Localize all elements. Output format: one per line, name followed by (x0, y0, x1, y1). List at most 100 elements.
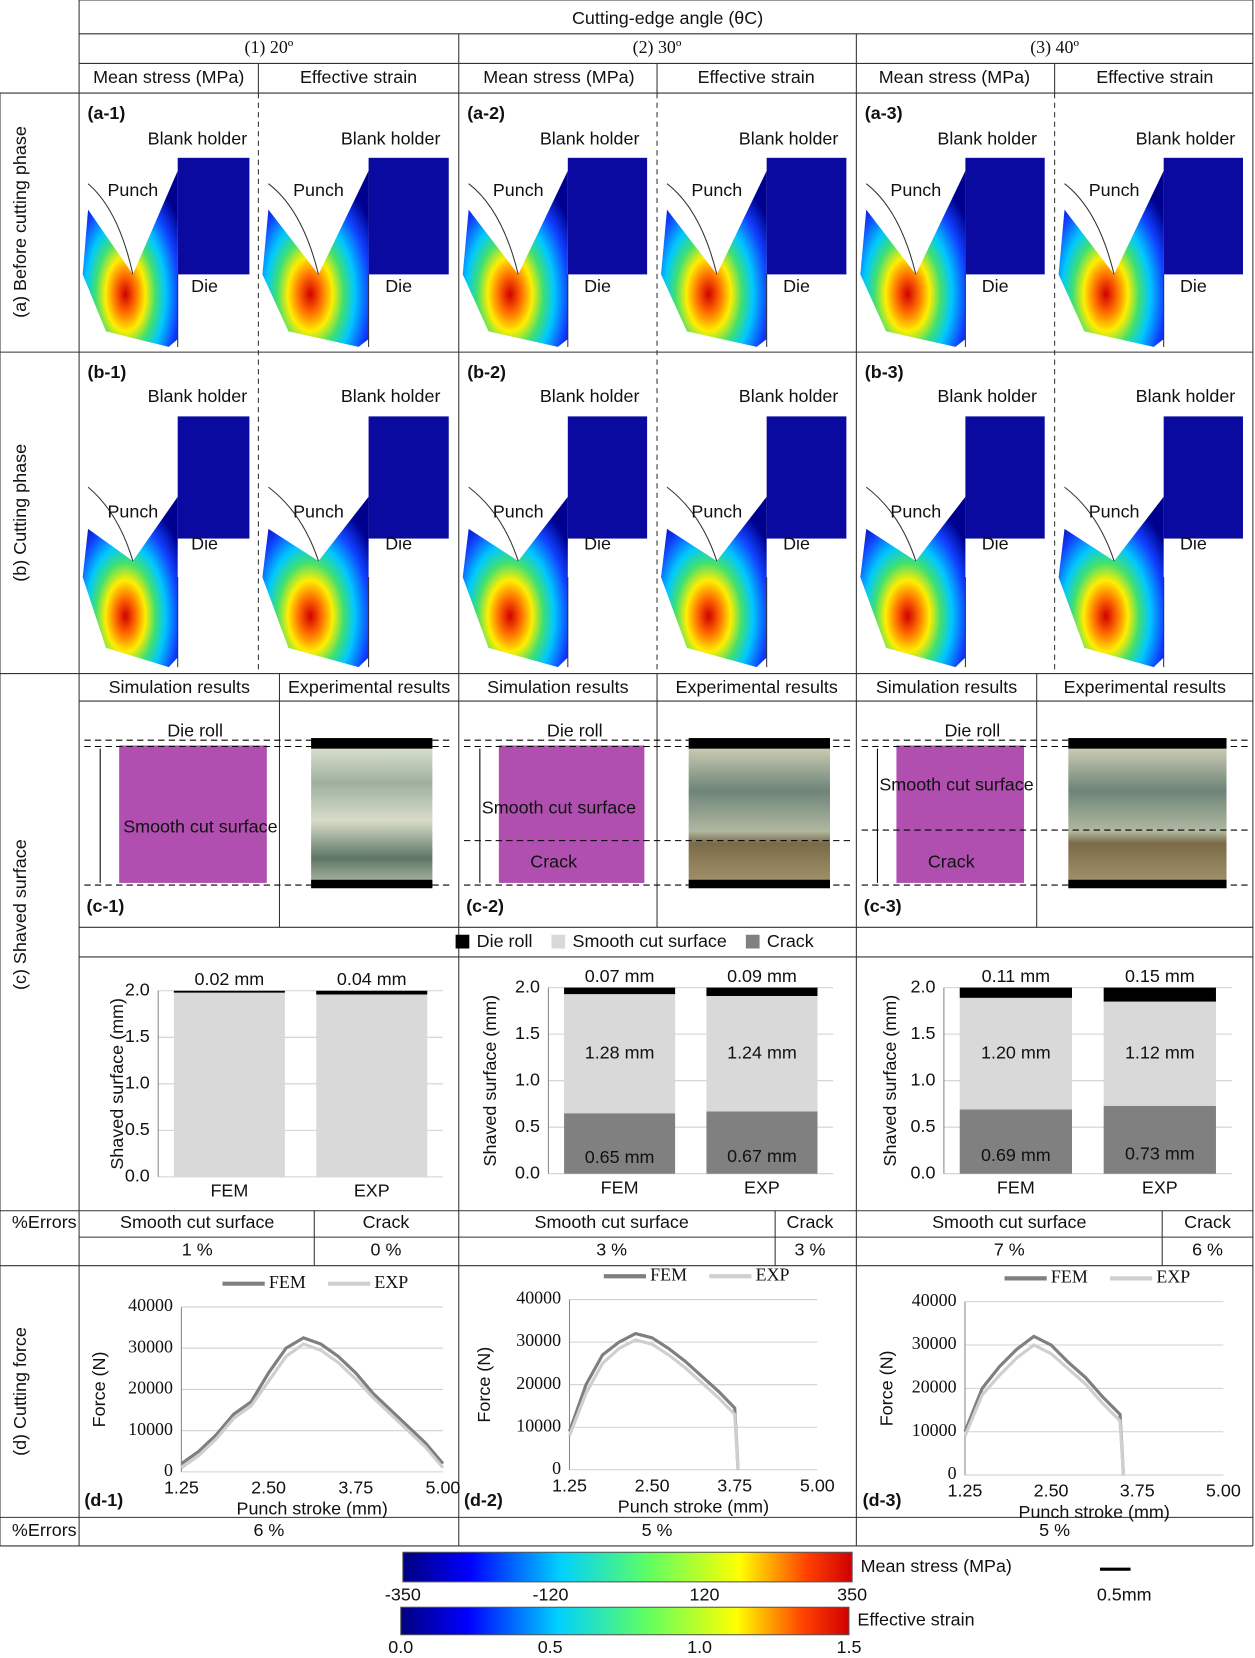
workpiece-contour (262, 497, 368, 667)
part-label: Die (191, 276, 218, 296)
bar-segment (1104, 1106, 1216, 1174)
force-curve (965, 1336, 1123, 1475)
force-curve (965, 1345, 1123, 1475)
part-label: Die (385, 534, 412, 554)
colorbar-tick: 1.0 (687, 1637, 712, 1657)
value-label: 1.28 mm (585, 1042, 655, 1062)
experimental-surface (1068, 738, 1226, 888)
force-curve (569, 1334, 738, 1470)
part-label: Die (783, 534, 810, 554)
x-tick-label: 1.25 (164, 1478, 199, 1498)
panel-label: (a-3) (865, 103, 903, 123)
crack-label: Crack (928, 852, 975, 872)
die-roll-band (689, 738, 830, 749)
part-label: Punch (493, 502, 544, 522)
y-tick-label: 1.5 (515, 1023, 540, 1043)
workpiece-contour (661, 497, 767, 667)
part-label: Blank holder (739, 386, 839, 406)
part-label: Die (584, 276, 611, 296)
burr-band (311, 880, 432, 888)
die-roll-band (311, 738, 432, 749)
part-label: Blank holder (341, 386, 441, 406)
y-tick-label: 40000 (128, 1295, 173, 1315)
y-axis-title: Force (N) (877, 1350, 897, 1426)
workpiece-contour (463, 497, 568, 667)
column-header: (3) 40º (1030, 37, 1079, 58)
bar-segment (316, 991, 427, 995)
y-tick-label: 0.0 (125, 1166, 150, 1186)
y-tick-label: 30000 (516, 1330, 561, 1350)
blank-holder-region (965, 158, 1044, 275)
x-tick-label: 2.50 (1034, 1481, 1069, 1501)
value-label: 0.02 mm (195, 969, 265, 989)
experimental-surface (311, 738, 432, 888)
workpiece-contour (860, 497, 965, 667)
part-label: Die (385, 276, 412, 296)
y-tick-label: 20000 (912, 1376, 957, 1396)
x-tick-label: 5.00 (426, 1478, 461, 1498)
row-label: (d) Cutting force (10, 1327, 30, 1456)
bar-segment (1104, 988, 1216, 1002)
panel-label: (b-3) (865, 362, 904, 382)
part-label: Punch (1089, 180, 1140, 200)
smooth-label: Smooth cut surface (879, 774, 1033, 794)
part-label: Die (191, 534, 218, 554)
value-label: 0.65 mm (585, 1147, 655, 1167)
panel-label: (a-1) (88, 103, 126, 123)
x-tick-label: 5.00 (800, 1475, 835, 1495)
subheader: Mean stress (MPa) (879, 67, 1030, 87)
part-label: Punch (691, 502, 742, 522)
x-tick-label: 1.25 (948, 1481, 983, 1501)
legend-swatch (746, 935, 760, 949)
x-axis-title: Punch stroke (mm) (237, 1499, 388, 1519)
bar-segment (174, 991, 285, 993)
blank-holder-region (568, 158, 647, 275)
subheader: Mean stress (MPa) (483, 67, 634, 87)
bar-segment (316, 995, 427, 1177)
y-tick-label: 30000 (128, 1336, 173, 1356)
part-label: Blank holder (937, 128, 1037, 148)
x-tick-label: EXP (1142, 1177, 1178, 1197)
column-header: (2) 30º (633, 37, 682, 58)
part-label: Punch (293, 180, 344, 200)
value-label: 0.07 mm (585, 966, 655, 986)
x-axis-title: Punch stroke (mm) (1019, 1502, 1170, 1522)
value-label: 0.69 mm (981, 1145, 1051, 1165)
exp-header: Experimental results (288, 677, 450, 697)
y-tick-label: 30000 (912, 1333, 957, 1353)
legend-swatch (551, 935, 565, 949)
panel-label: (c-2) (466, 896, 504, 916)
error-value: 6 % (253, 1520, 284, 1540)
y-tick-label: 1.0 (911, 1069, 936, 1089)
error-header: Crack (1184, 1212, 1231, 1232)
error-value: 7 % (994, 1240, 1025, 1260)
value-label: 0.67 mm (727, 1146, 797, 1166)
scale-bar-label: 0.5mm (1097, 1584, 1152, 1604)
error-label: %Errors (12, 1212, 77, 1232)
legend-label: Smooth cut surface (573, 931, 727, 951)
error-value: 3 % (596, 1240, 627, 1260)
part-label: Punch (890, 180, 941, 200)
error-value: 3 % (795, 1240, 826, 1260)
y-tick-label: 1.5 (911, 1023, 936, 1043)
y-axis-title: Force (N) (474, 1347, 494, 1423)
crack-label: Crack (530, 852, 577, 872)
blank-holder-region (965, 416, 1044, 538)
y-tick-label: 0.0 (911, 1162, 936, 1182)
subheader: Effective strain (300, 67, 417, 87)
smooth-label: Smooth cut surface (123, 817, 277, 837)
colorbar (403, 1552, 852, 1582)
x-tick-label: 3.75 (717, 1475, 752, 1495)
value-label: 0.73 mm (1125, 1143, 1195, 1163)
y-axis-title: Shaved surface (mm) (480, 995, 500, 1167)
part-label: Blank holder (341, 128, 441, 148)
x-tick-label: EXP (744, 1177, 780, 1197)
legend-swatch (456, 935, 470, 949)
exp-header: Experimental results (1064, 677, 1226, 697)
subheader: Effective strain (698, 67, 815, 87)
y-tick-label: 0.5 (515, 1116, 540, 1136)
colorbar-tick: -350 (385, 1584, 421, 1604)
y-tick-label: 2.0 (911, 976, 936, 996)
part-label: Blank holder (937, 386, 1037, 406)
part-label: Punch (691, 180, 742, 200)
